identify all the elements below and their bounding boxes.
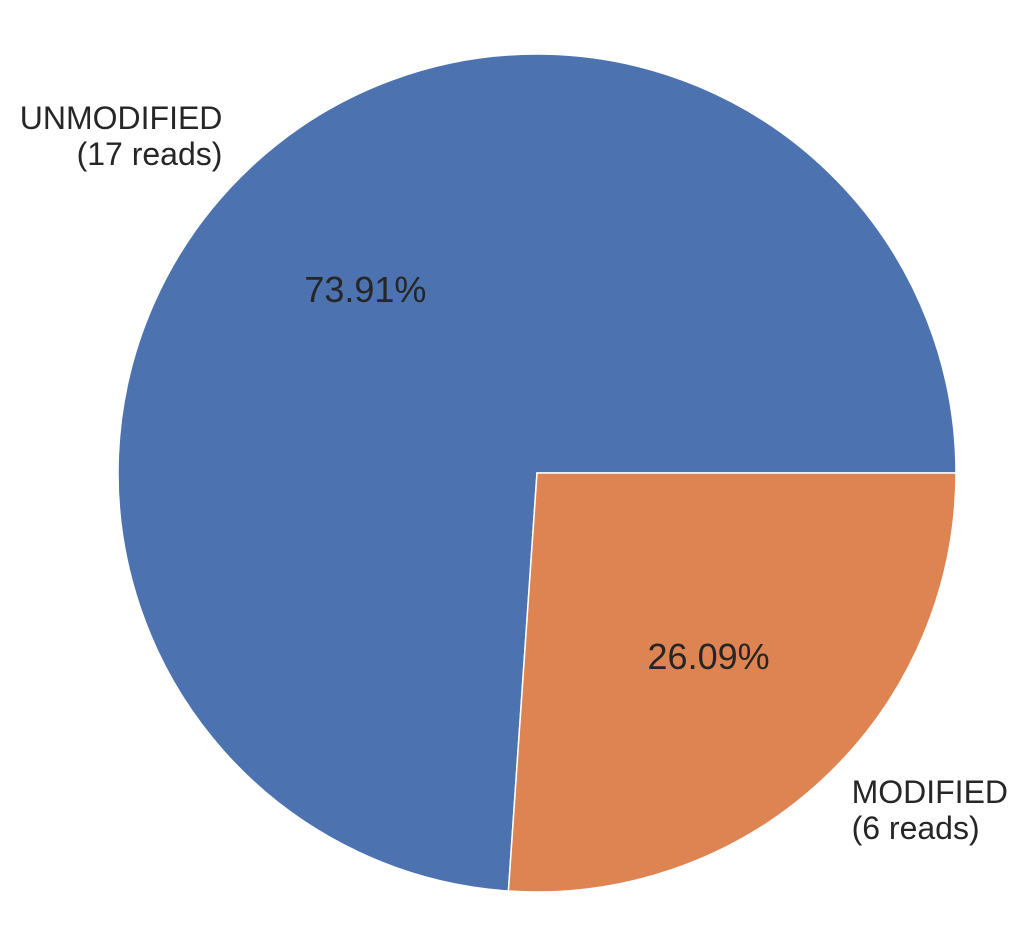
pie-slice-modified [507, 472, 957, 893]
percent-label-unmodified: 73.91% [304, 269, 426, 310]
category-label-line: MODIFIED [852, 774, 1008, 810]
percent-label-modified: 26.09% [648, 636, 770, 677]
pie-labels: 73.91% UNMODIFIED (17 reads) 26.09% MODIFIED… [20, 100, 1008, 846]
category-label-line: (17 reads) [77, 136, 223, 172]
category-label-line: (6 reads) [852, 810, 980, 846]
category-label-unmodified: UNMODIFIED (17 reads) [20, 100, 223, 172]
pie-slices [117, 53, 957, 893]
category-label-line: UNMODIFIED [20, 100, 223, 136]
category-label-modified: MODIFIED (6 reads) [852, 774, 1008, 846]
